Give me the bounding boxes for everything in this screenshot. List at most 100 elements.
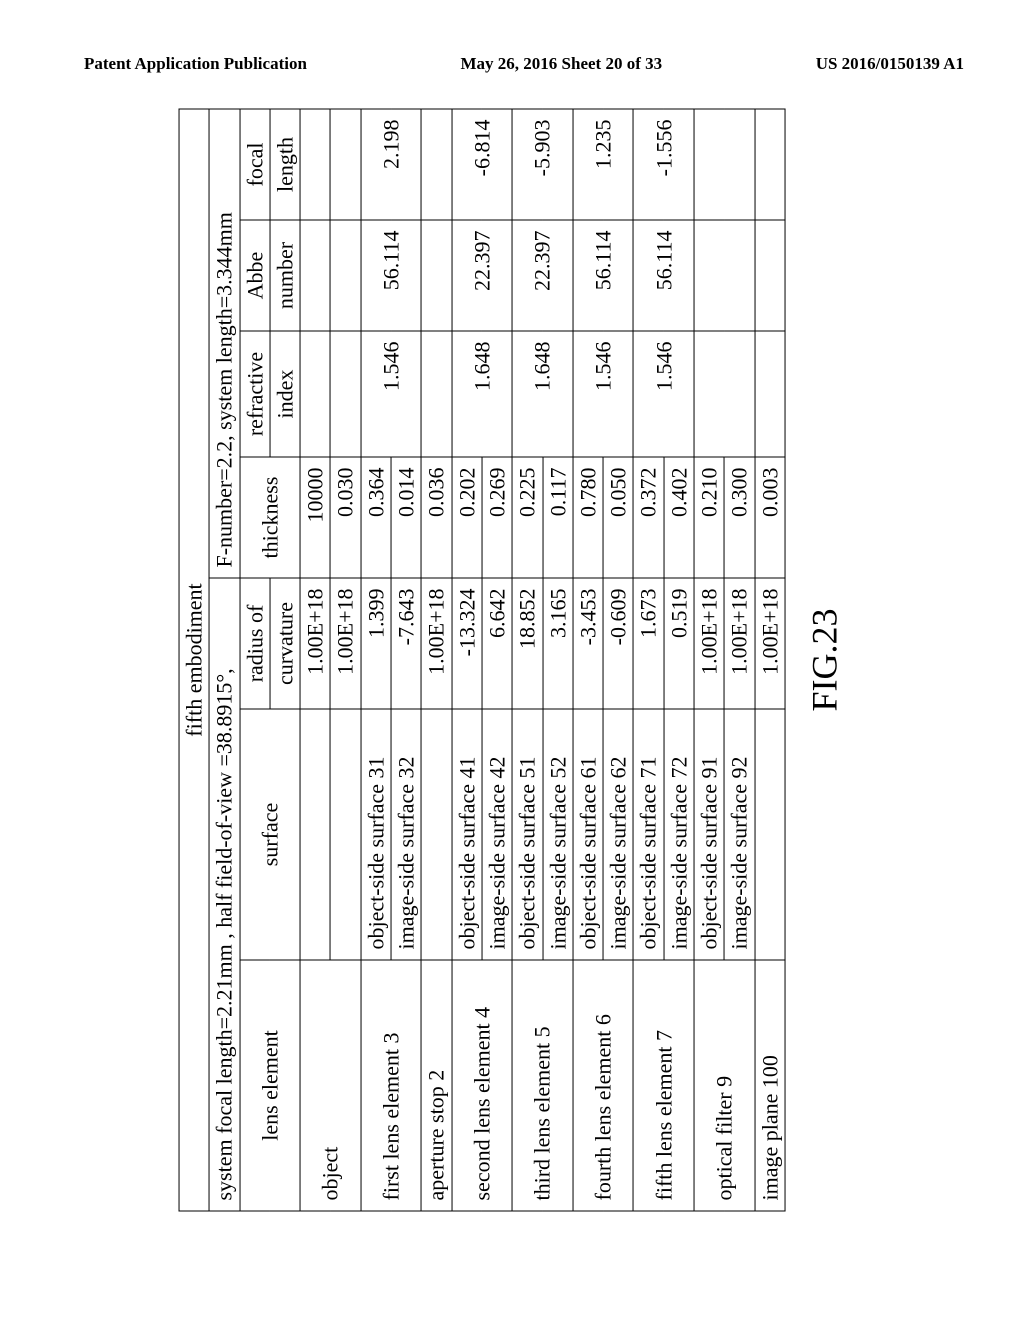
cell-radius: 1.00E+18 xyxy=(755,578,785,709)
cell-lens: aperture stop 2 xyxy=(421,960,451,1211)
cell-thickness: 0.372 xyxy=(633,457,663,578)
header-right: US 2016/0150139 A1 xyxy=(816,54,964,74)
cell-radius: 18.852 xyxy=(512,578,542,709)
table-row: optical filter 9object-side surface 911.… xyxy=(694,109,724,1211)
cell-focal-length xyxy=(331,109,361,220)
cell-surface xyxy=(421,709,451,960)
cell-refractive-index xyxy=(421,331,451,457)
figure-label: FIG.23 xyxy=(803,109,845,1212)
cell-surface: object-side surface 31 xyxy=(361,709,391,960)
cell-thickness: 0.402 xyxy=(664,457,694,578)
cell-radius: 0.519 xyxy=(664,578,694,709)
cell-surface xyxy=(331,709,361,960)
col-abbe-2: number xyxy=(270,220,300,331)
cell-surface: object-side surface 91 xyxy=(694,709,724,960)
col-radius-1: radius of xyxy=(240,578,270,709)
table-header-row: lens element surface radius of thickness… xyxy=(240,109,270,1211)
cell-surface: image-side surface 62 xyxy=(603,709,633,960)
cell-focal-length xyxy=(300,109,330,220)
cell-radius: 1.00E+18 xyxy=(694,578,724,709)
cell-lens: optical filter 9 xyxy=(694,960,755,1211)
cell-lens: object xyxy=(300,960,361,1211)
cell-refractive-index xyxy=(300,331,330,457)
cell-focal-length: -6.814 xyxy=(452,109,513,220)
col-radius-2: curvature xyxy=(270,578,300,709)
cell-radius: 1.673 xyxy=(633,578,663,709)
cell-radius: 6.642 xyxy=(482,578,512,709)
table-row: image plane 100 1.00E+180.003 xyxy=(755,109,785,1211)
cell-refractive-index: 1.648 xyxy=(512,331,573,457)
cell-radius: -13.324 xyxy=(452,578,482,709)
cell-refractive-index xyxy=(694,331,755,457)
col-refractive-2: index xyxy=(270,331,300,457)
col-thickness: thickness xyxy=(240,457,301,578)
cell-thickness: 0.030 xyxy=(331,457,361,578)
cell-thickness: 0.202 xyxy=(452,457,482,578)
cell-abbe-number: 56.114 xyxy=(573,220,634,331)
page-header: Patent Application Publication May 26, 2… xyxy=(0,54,1024,74)
cell-radius: -0.609 xyxy=(603,578,633,709)
table-row: third lens element 5object-side surface … xyxy=(512,109,542,1211)
cell-radius: 1.399 xyxy=(361,578,391,709)
figure-content: fifth embodiment system focal length=2.2… xyxy=(179,109,846,1212)
cell-focal-length: -5.903 xyxy=(512,109,573,220)
cell-radius: 1.00E+18 xyxy=(724,578,754,709)
cell-abbe-number xyxy=(300,220,330,331)
col-focal-2: length xyxy=(270,109,300,220)
cell-lens: fourth lens element 6 xyxy=(573,960,634,1211)
cell-abbe-number xyxy=(694,220,755,331)
cell-abbe-number: 56.114 xyxy=(633,220,694,331)
cell-thickness: 0.117 xyxy=(543,457,573,578)
cell-abbe-number: 22.397 xyxy=(512,220,573,331)
cell-thickness: 0.364 xyxy=(361,457,391,578)
table-row: first lens element 3object-side surface … xyxy=(361,109,391,1211)
table-row: aperture stop 2 1.00E+180.036 xyxy=(421,109,451,1211)
cell-refractive-index: 1.546 xyxy=(361,331,422,457)
cell-abbe-number: 56.114 xyxy=(361,220,422,331)
cell-thickness: 0.050 xyxy=(603,457,633,578)
cell-thickness: 0.269 xyxy=(482,457,512,578)
cell-thickness: 0.300 xyxy=(724,457,754,578)
cell-thickness: 10000 xyxy=(300,457,330,578)
cell-lens: fifth lens element 7 xyxy=(633,960,694,1211)
col-focal-1: focal xyxy=(240,109,270,220)
cell-lens: image plane 100 xyxy=(755,960,785,1211)
cell-refractive-index: 1.648 xyxy=(452,331,513,457)
cell-refractive-index xyxy=(331,331,361,457)
cell-radius: 1.00E+18 xyxy=(421,578,451,709)
cell-radius: -7.643 xyxy=(391,578,421,709)
header-left: Patent Application Publication xyxy=(84,54,307,74)
cell-lens: second lens element 4 xyxy=(452,960,513,1211)
cell-thickness: 0.780 xyxy=(573,457,603,578)
cell-focal-length xyxy=(694,109,755,220)
table-body: object1.00E+18100001.00E+180.030first le… xyxy=(300,109,785,1211)
cell-radius: 1.00E+18 xyxy=(300,578,330,709)
cell-focal-length: 1.235 xyxy=(573,109,634,220)
cell-thickness: 0.225 xyxy=(512,457,542,578)
cell-thickness: 0.036 xyxy=(421,457,451,578)
cell-thickness: 0.003 xyxy=(755,457,785,578)
cell-thickness: 0.210 xyxy=(694,457,724,578)
col-abbe-1: Abbe xyxy=(240,220,270,331)
col-surface: surface xyxy=(240,709,301,960)
cell-refractive-index xyxy=(755,331,785,457)
cell-focal-length xyxy=(755,109,785,220)
table-row: fifth lens element 7object-side surface … xyxy=(633,109,663,1211)
cell-focal-length: 2.198 xyxy=(361,109,422,220)
cell-surface xyxy=(300,709,330,960)
cell-surface: object-side surface 61 xyxy=(573,709,603,960)
cell-abbe-number xyxy=(421,220,451,331)
optics-table: fifth embodiment system focal length=2.2… xyxy=(179,109,786,1212)
cell-refractive-index: 1.546 xyxy=(573,331,634,457)
cell-thickness: 0.014 xyxy=(391,457,421,578)
cell-lens: first lens element 3 xyxy=(361,960,422,1211)
cell-focal-length xyxy=(421,109,451,220)
cell-surface: image-side surface 92 xyxy=(724,709,754,960)
cell-surface: object-side surface 51 xyxy=(512,709,542,960)
table-title: fifth embodiment xyxy=(179,109,209,1211)
col-refractive-1: refractive xyxy=(240,331,270,457)
cell-lens: third lens element 5 xyxy=(512,960,573,1211)
table-row: second lens element 4object-side surface… xyxy=(452,109,482,1211)
cell-radius: -3.453 xyxy=(573,578,603,709)
cell-focal-length: -1.556 xyxy=(633,109,694,220)
